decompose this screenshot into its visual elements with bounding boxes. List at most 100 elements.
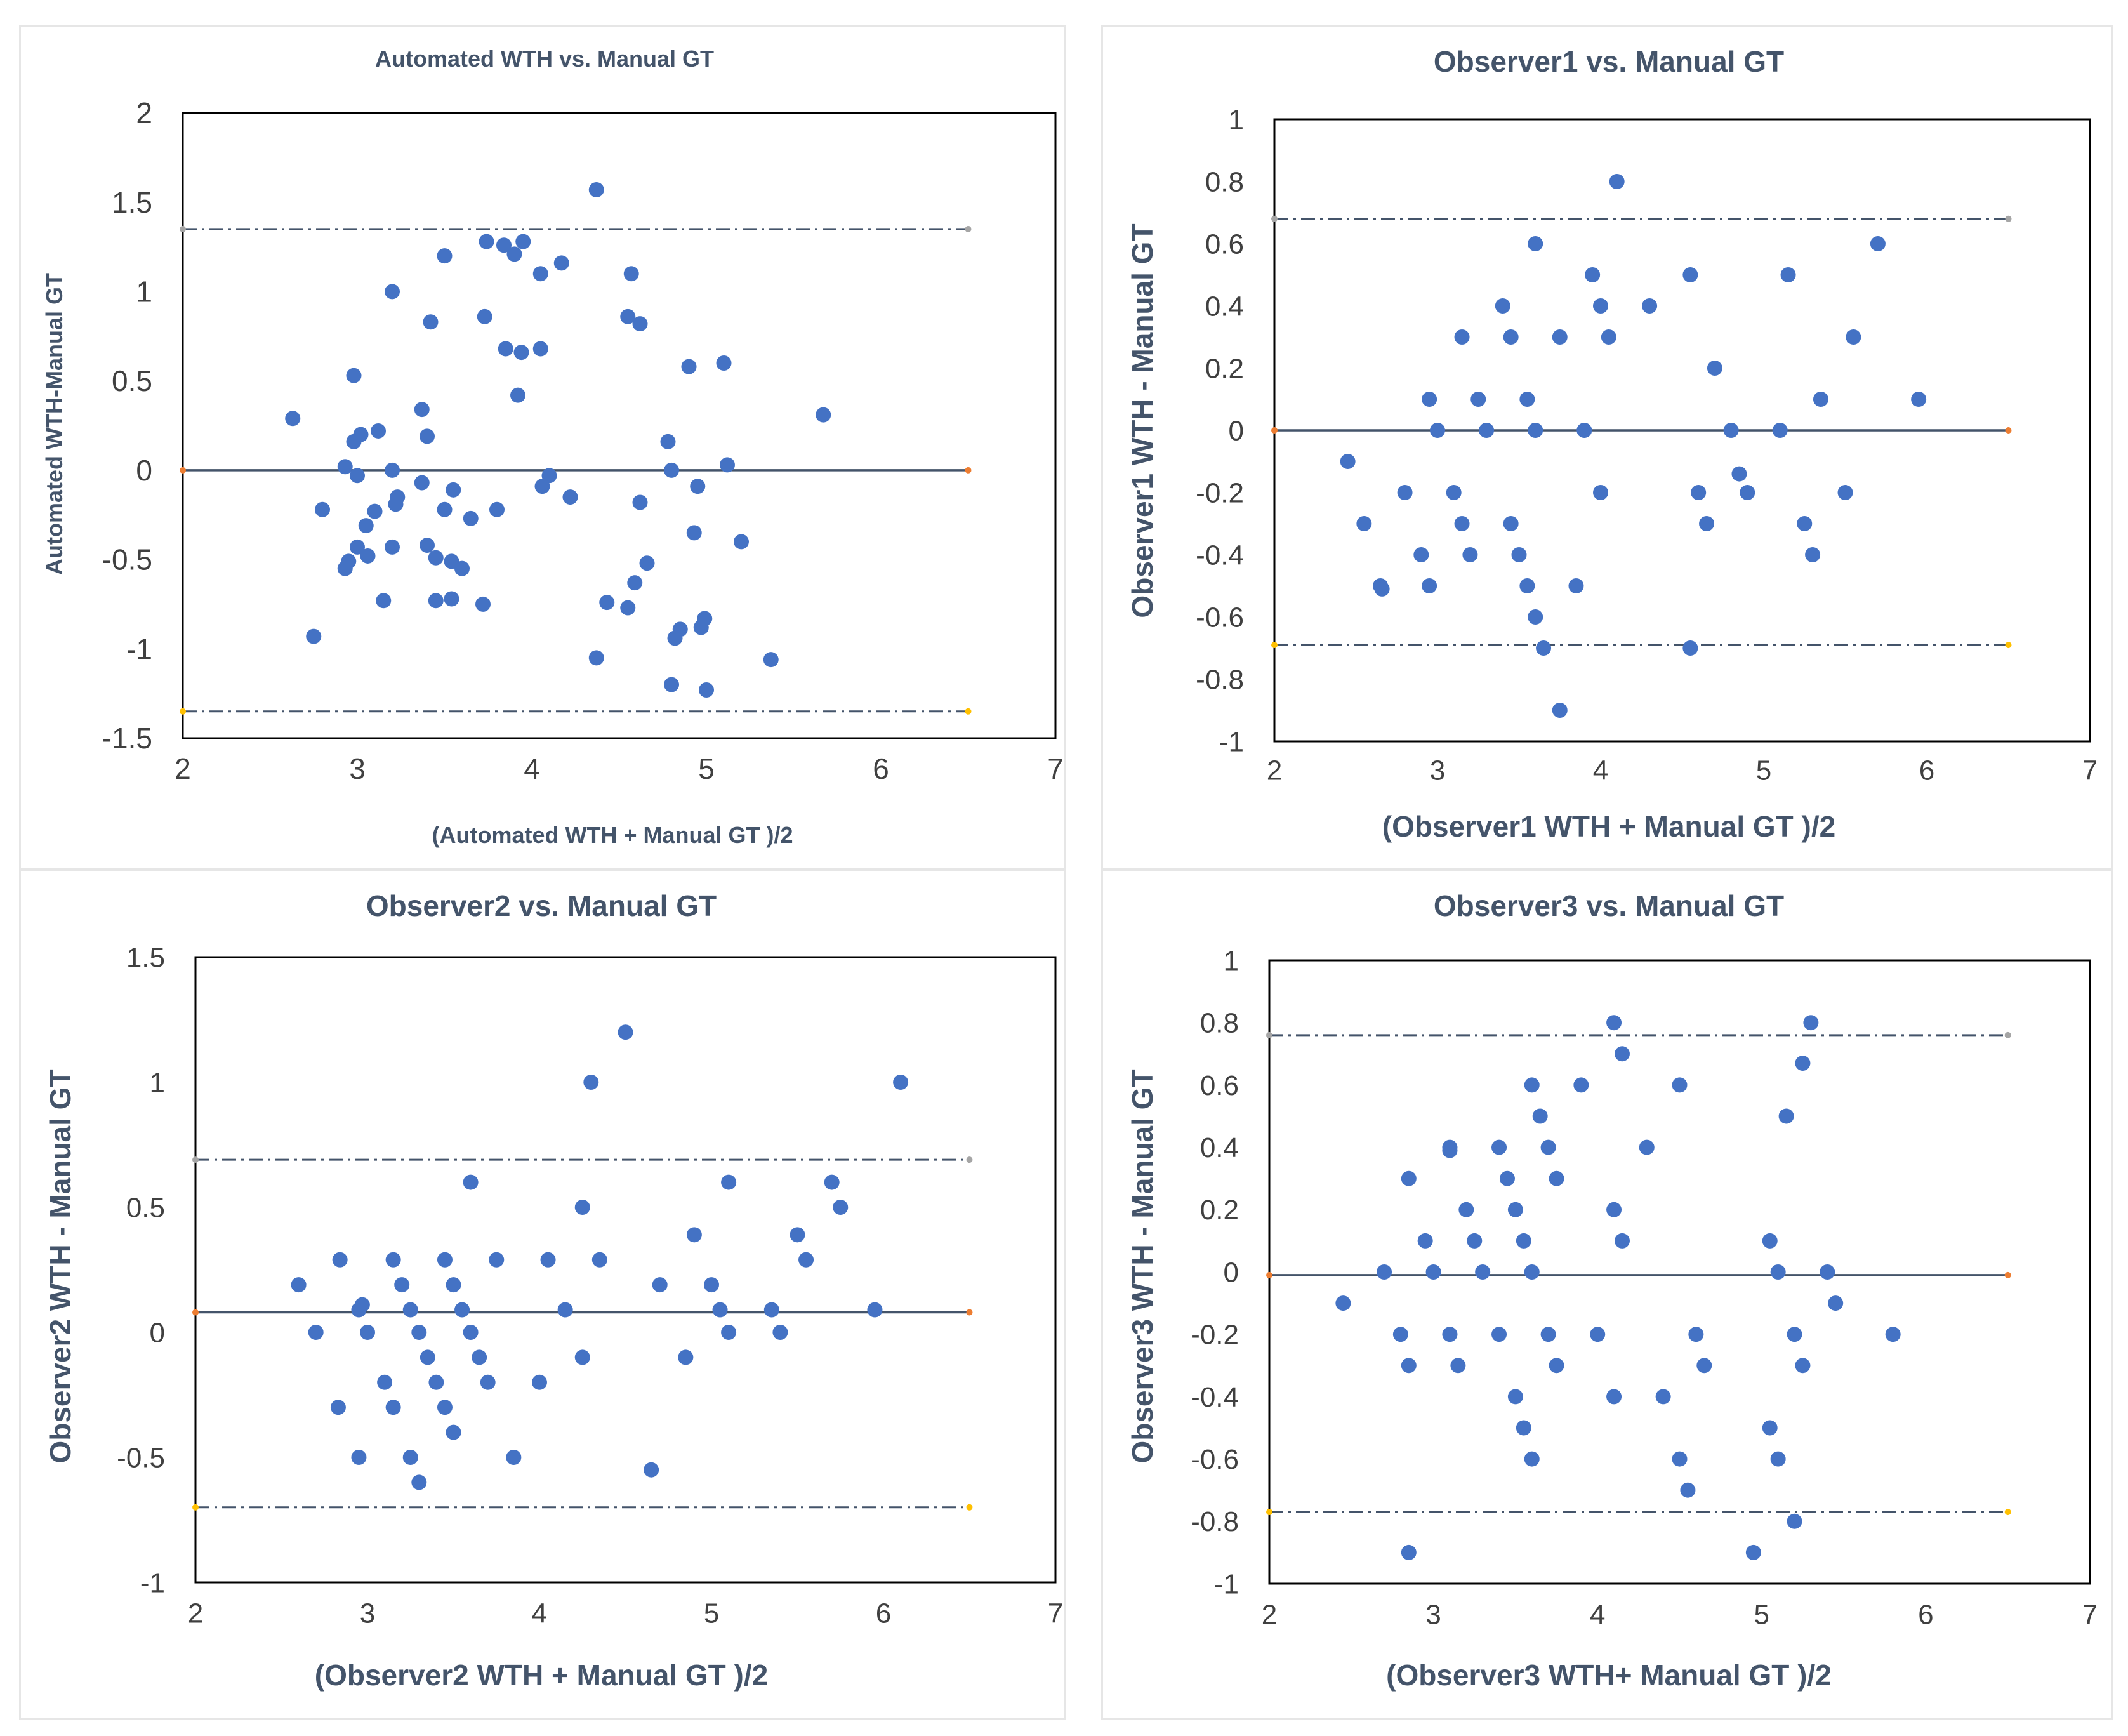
data-point	[479, 234, 494, 249]
data-point	[1507, 1202, 1523, 1217]
data-point	[446, 482, 461, 498]
data-point	[1642, 298, 1658, 314]
data-point	[1820, 1264, 1835, 1280]
data-point	[1401, 1170, 1417, 1186]
data-point	[690, 479, 706, 494]
data-point	[632, 494, 648, 510]
data-point	[1528, 236, 1543, 251]
data-point	[1516, 1233, 1531, 1249]
x-tick-label: 4	[524, 752, 540, 785]
data-point	[541, 468, 557, 484]
data-point	[437, 1400, 453, 1415]
data-point	[385, 1400, 401, 1415]
data-point	[489, 1252, 505, 1268]
data-point	[367, 503, 383, 519]
data-point	[411, 1325, 427, 1340]
data-point	[1731, 466, 1747, 482]
data-point	[444, 591, 459, 607]
chart-title: Observer1 vs. Manual GT	[1434, 45, 1784, 78]
y-tick-label: -1	[126, 632, 152, 665]
data-point	[1446, 485, 1462, 500]
data-point	[1772, 423, 1788, 438]
data-point	[1682, 267, 1698, 282]
data-point	[341, 553, 357, 569]
y-tick-label: 0.6	[1200, 1070, 1239, 1101]
chart-panel-observer2: Observer2 vs. Manual GT (Observer2 WTH +…	[19, 870, 1066, 1720]
y-tick-label: 0	[136, 454, 152, 487]
x-tick-label: 4	[532, 1598, 547, 1629]
y-tick-label: 0.5	[112, 364, 152, 397]
y-tick-label: -1	[1214, 1568, 1239, 1600]
x-tick-label: 6	[1918, 1599, 1933, 1630]
data-point	[1672, 1077, 1688, 1093]
data-point	[1797, 516, 1813, 531]
data-point	[790, 1227, 805, 1243]
upper-loa-line-marker	[192, 1156, 199, 1163]
x-tick-label: 5	[1754, 1599, 1769, 1630]
lower-loa-line-marker	[966, 1504, 973, 1511]
y-tick-label: 0.5	[126, 1192, 165, 1223]
data-point	[371, 423, 386, 439]
data-point	[588, 182, 604, 198]
data-point	[1467, 1233, 1483, 1249]
data-point	[385, 284, 400, 300]
y-tick-label: 1.5	[112, 186, 152, 219]
data-point	[351, 1450, 367, 1465]
data-point	[1401, 1358, 1417, 1374]
data-point	[353, 427, 369, 442]
lower-loa-line-marker	[180, 708, 186, 715]
y-tick-label: -0.2	[1196, 477, 1244, 508]
x-tick-label: 6	[1919, 755, 1934, 786]
chart-observer1: Observer1 vs. Manual GT (Observer1 WTH +…	[1126, 45, 2098, 843]
data-point	[489, 501, 505, 517]
data-point	[350, 539, 365, 555]
plot-area	[194, 956, 1057, 1584]
x-tick-label: 2	[188, 1598, 203, 1629]
data-point	[1696, 1358, 1712, 1374]
data-point	[291, 1277, 307, 1293]
data-point	[513, 345, 529, 361]
x-axis-label: (Observer2 WTH + Manual GT )/2	[315, 1659, 768, 1692]
data-point	[816, 407, 831, 423]
data-point	[1442, 1143, 1458, 1158]
plot-area	[182, 112, 1057, 739]
data-point	[1470, 392, 1486, 407]
upper-loa-line-marker	[180, 225, 186, 232]
data-point	[1503, 516, 1519, 531]
data-point	[721, 1174, 737, 1190]
data-point	[583, 1075, 599, 1090]
y-tick-label: 0.2	[1200, 1195, 1239, 1226]
data-point	[1593, 298, 1608, 314]
data-point	[330, 1400, 346, 1415]
data-point	[428, 1374, 444, 1390]
data-point	[515, 234, 531, 249]
data-point	[1795, 1056, 1811, 1071]
data-point	[867, 1302, 883, 1318]
x-tick-label: 5	[698, 752, 715, 785]
data-point	[1425, 1264, 1441, 1280]
mean-line-marker	[1271, 427, 1278, 434]
chart-title: Observer3 vs. Manual GT	[1434, 889, 1784, 922]
data-point	[557, 1302, 573, 1318]
upper-loa-line-marker	[1271, 215, 1278, 222]
data-point	[437, 501, 453, 517]
data-point	[1499, 1170, 1515, 1186]
data-point	[1532, 1108, 1548, 1124]
y-tick-label: 0	[1224, 1257, 1239, 1288]
data-point	[618, 1024, 633, 1040]
data-point	[1462, 547, 1478, 562]
y-tick-label: 1	[150, 1067, 165, 1098]
data-point	[1335, 1295, 1351, 1311]
data-point	[385, 462, 400, 478]
data-point	[446, 1277, 461, 1293]
x-tick-label: 5	[704, 1598, 719, 1629]
data-point	[1422, 392, 1437, 407]
x-tick-label: 7	[1048, 1598, 1063, 1629]
data-point	[1401, 1544, 1417, 1560]
data-point	[306, 628, 322, 644]
y-tick-label: -0.6	[1196, 602, 1244, 633]
data-point	[414, 475, 430, 491]
lower-loa-line-marker	[965, 708, 972, 715]
y-tick-label: 1	[136, 275, 152, 308]
data-point	[1491, 1327, 1507, 1342]
